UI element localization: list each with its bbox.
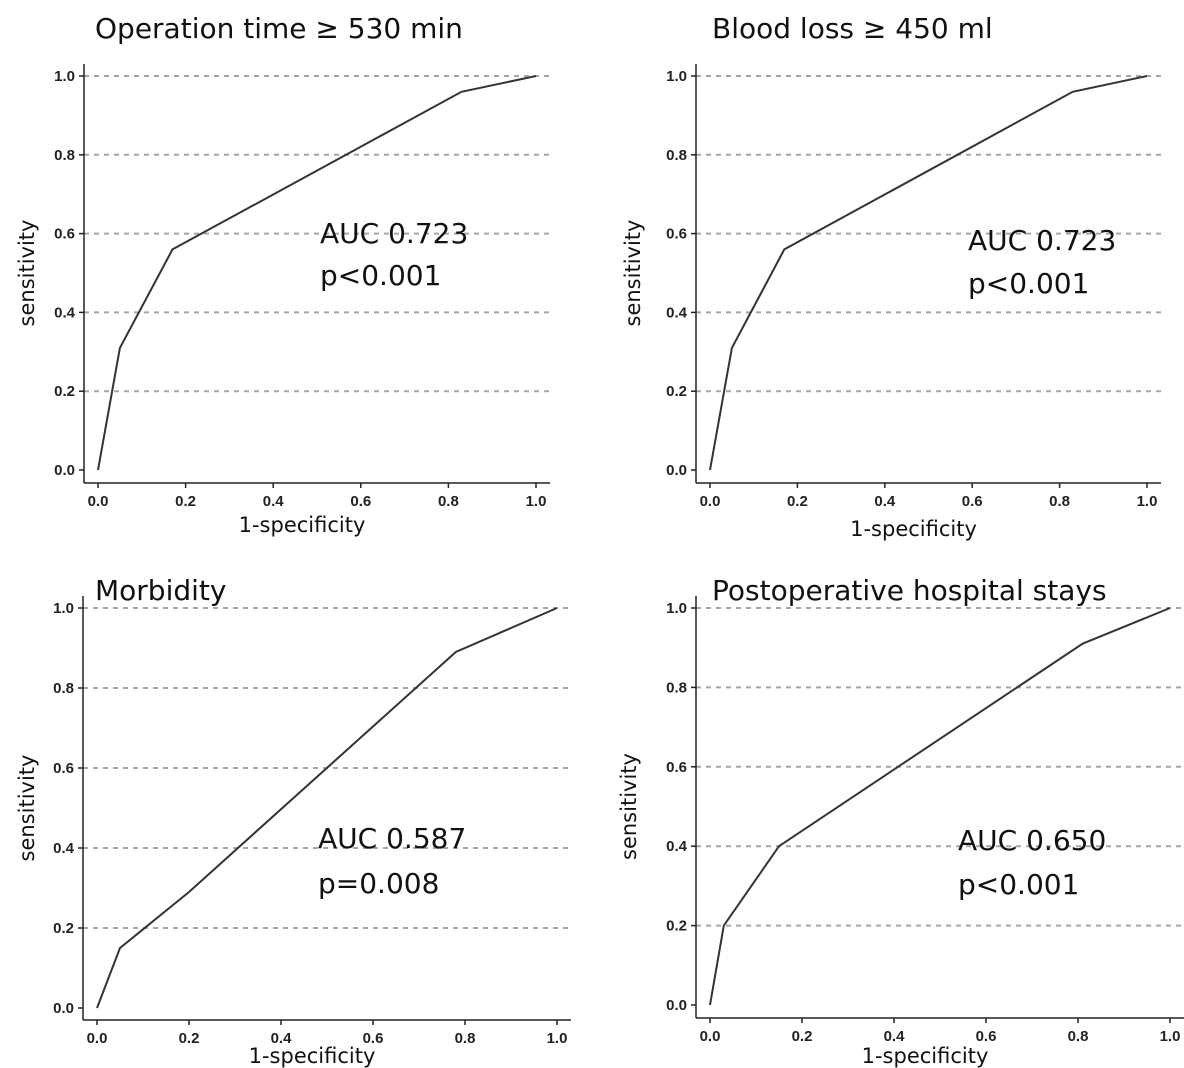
x-tick-label: 0.6 [976,1028,997,1045]
x-tick-label: 1.0 [1160,1028,1181,1045]
x-tick-label: 0.6 [962,493,983,510]
x-tick-label: 0.8 [1049,493,1070,510]
x-tick-label: 0.8 [455,1030,476,1047]
y-tick-label: 0.6 [53,760,74,777]
x-tick-label: 0.4 [263,493,285,510]
roc-curve-line [97,75,537,471]
x-tick-label: 0.6 [363,1030,384,1047]
y-tick-label: 0.0 [666,997,687,1014]
x-tick-label: 0.0 [700,493,721,510]
roc-panel-4: 0.0 0.2 0.4 0.6 0.8 1.0 0.0 0.2 0.4 0.6 0.8 1.0 Post… [617,574,1184,1068]
auc-annotation: AUC 0.723 [320,217,468,250]
x-tick-label: 0.4 [271,1030,293,1047]
y-tick-label: 1.0 [54,68,75,85]
y-tick-label: 0.8 [666,679,687,696]
p-value-annotation: p<0.001 [320,259,441,292]
p-value-annotation: p<0.001 [968,267,1089,300]
y-tick-label: 0.4 [666,838,688,855]
x-tick-label: 1.0 [1137,493,1158,510]
roc-panel-1: 0.0 0.2 0.4 0.6 0.8 1.0 0.0 0.2 0.4 0.6 0.8 1.0 Oper… [15,12,550,537]
x-tick-label: 0.0 [88,493,109,510]
y-axis-label: sensitivity [15,220,39,327]
roc-panel-3: 0.0 0.2 0.4 0.6 0.8 1.0 0.0 0.2 0.4 0.6 0.8 1.0 Morb… [15,574,571,1068]
y-tick-label: 0.8 [666,147,687,164]
x-tick-label: 0.0 [700,1028,721,1045]
chart-title: Operation time ≥ 530 min [95,12,463,45]
x-tick-label: 0.8 [1068,1028,1089,1045]
y-tick-label: 0.2 [666,918,687,935]
y-tick-label: 0.4 [54,304,76,321]
y-tick-label: 0.0 [54,462,75,479]
x-axis-label: 1-specificity [249,1044,376,1068]
p-value-annotation: p=0.008 [318,867,439,900]
x-tick-label: 0.2 [175,493,196,510]
y-tick-label: 1.0 [666,68,687,85]
roc-curve-line [709,75,1148,471]
y-axis-label: sensitivity [621,220,645,327]
x-tick-label: 0.2 [179,1030,200,1047]
y-tick-label: 0.8 [54,147,75,164]
y-tick-label: 0.0 [666,462,687,479]
y-tick-label: 1.0 [666,600,687,617]
auc-annotation: AUC 0.587 [318,822,466,855]
y-tick-label: 0.8 [53,680,74,697]
y-tick-label: 0.0 [53,1000,74,1017]
y-tick-label: 0.6 [666,226,687,243]
auc-annotation: AUC 0.723 [968,224,1116,257]
auc-annotation: AUC 0.650 [958,824,1106,857]
x-axis-label: 1-specificity [862,1044,989,1068]
x-tick-label: 0.4 [884,1028,906,1045]
y-tick-label: 0.2 [666,383,687,400]
roc-curve-line [96,607,558,1009]
x-tick-label: 1.0 [526,493,547,510]
x-tick-label: 1.0 [547,1030,568,1047]
roc-panel-2: 0.0 0.2 0.4 0.6 0.8 1.0 0.0 0.2 0.4 0.6 0.8 1.0 Bloo… [621,12,1161,541]
x-tick-label: 0.8 [438,493,459,510]
y-tick-label: 0.6 [54,226,75,243]
y-tick-label: 0.4 [53,840,75,857]
y-axis-label: sensitivity [617,753,641,860]
x-axis-label: 1-specificity [239,513,366,537]
y-tick-label: 0.4 [666,304,688,321]
y-tick-label: 0.2 [54,383,75,400]
x-tick-label: 0.0 [87,1030,108,1047]
p-value-annotation: p<0.001 [958,868,1079,901]
roc-curve-line [709,607,1171,1006]
x-axis-label: 1-specificity [850,517,977,541]
chart-title: Postoperative hospital stays [712,574,1107,607]
x-tick-label: 0.4 [874,493,896,510]
chart-title: Morbidity [95,574,226,607]
y-tick-label: 0.2 [53,920,74,937]
x-tick-label: 0.6 [350,493,371,510]
x-tick-label: 0.2 [792,1028,813,1045]
chart-title: Blood loss ≥ 450 ml [712,12,993,45]
y-axis-label: sensitivity [15,755,39,862]
y-tick-label: 1.0 [53,600,74,617]
y-tick-label: 0.6 [666,759,687,776]
x-tick-label: 0.2 [787,493,808,510]
